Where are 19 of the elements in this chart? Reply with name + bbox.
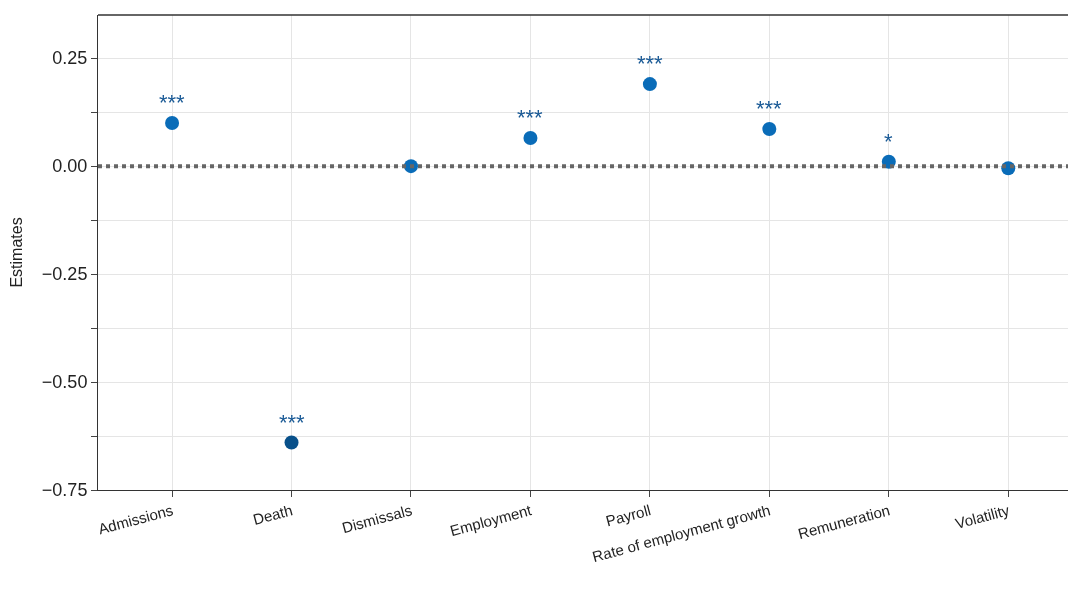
annotation: *** bbox=[517, 105, 544, 130]
point bbox=[523, 131, 538, 146]
annotation: * bbox=[884, 129, 893, 154]
annotation: *** bbox=[637, 51, 664, 76]
y-tick-label: 0.25 bbox=[52, 48, 88, 69]
y-tick-label: −0.25 bbox=[41, 264, 88, 285]
y-axis-title: Estimates bbox=[7, 217, 25, 288]
y-tick-label: −0.75 bbox=[41, 480, 88, 501]
point bbox=[165, 115, 180, 130]
point bbox=[642, 77, 657, 92]
point bbox=[284, 435, 299, 450]
x-tick-label: Death bbox=[251, 501, 295, 528]
y-tick-label: −0.50 bbox=[41, 372, 88, 393]
point bbox=[762, 122, 777, 136]
annotation: *** bbox=[279, 410, 306, 435]
annotation: *** bbox=[159, 90, 186, 115]
annotation: *** bbox=[756, 96, 783, 121]
x-tick-label: Volatility bbox=[953, 501, 1012, 532]
y-tick-label: 0.00 bbox=[52, 156, 88, 177]
